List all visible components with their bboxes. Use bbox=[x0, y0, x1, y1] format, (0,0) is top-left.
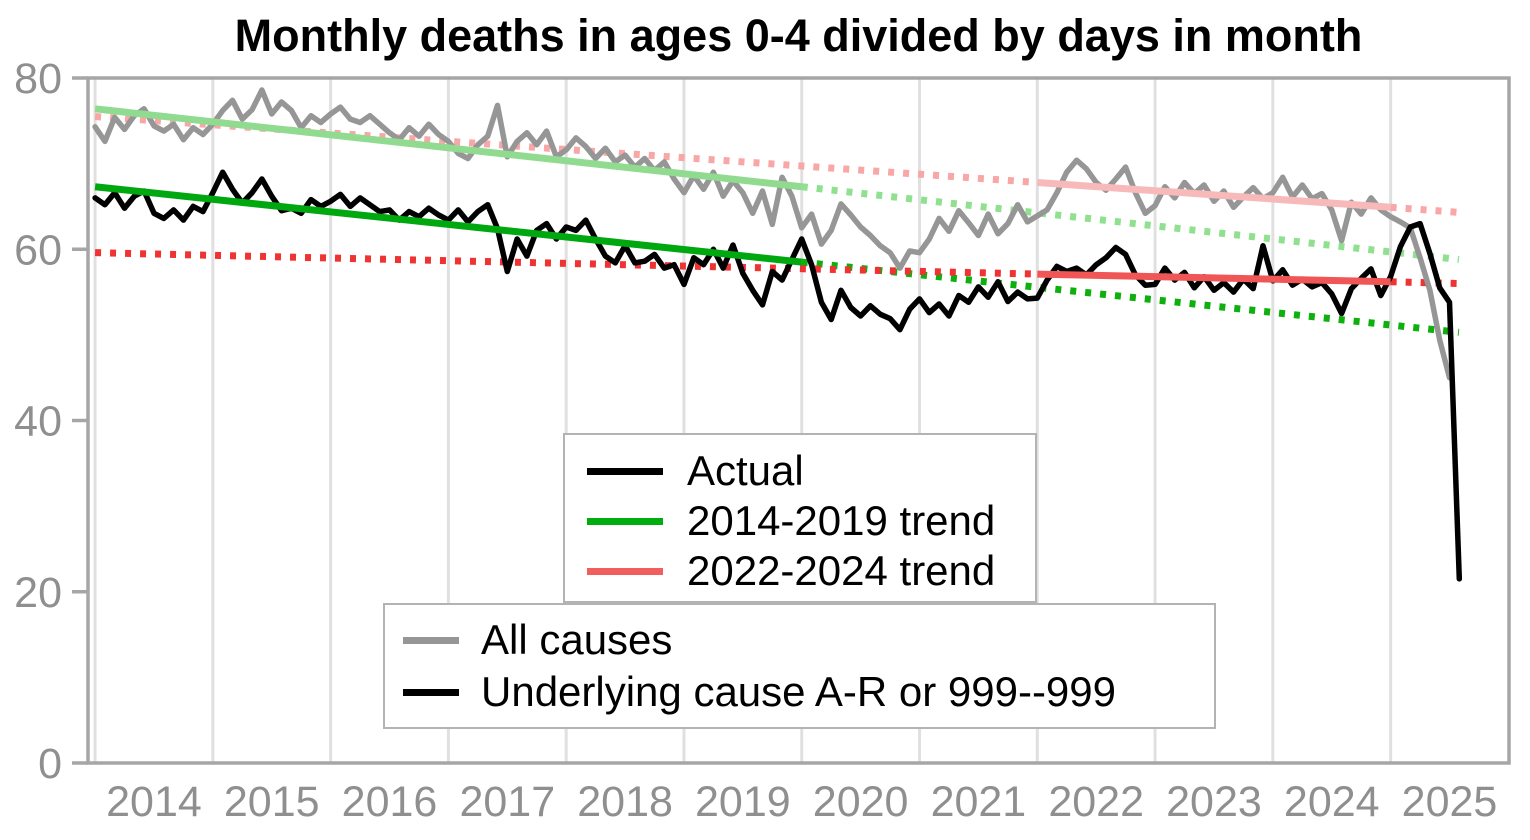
legend-label-trend-2022-2024: 2022-2024 trend bbox=[687, 547, 996, 594]
x-tick-label-2015: 2015 bbox=[224, 778, 320, 826]
y-tick-label-40: 40 bbox=[14, 398, 62, 446]
legend-label-trend-2014-2019: 2014-2019 trend bbox=[687, 497, 996, 544]
trend-2022-2024-line-swatch bbox=[587, 567, 663, 575]
legend-item-underlying-cause: Underlying cause A-R or 999--999 bbox=[385, 666, 1214, 718]
x-tick-label-2019: 2019 bbox=[695, 778, 791, 826]
y-tick-label-60: 60 bbox=[14, 226, 62, 274]
plot-border bbox=[86, 76, 1511, 765]
legend-label-actual: Actual bbox=[687, 447, 804, 494]
series-trend-all-2022-2024-extrapolation-seg1 bbox=[1390, 203, 1460, 216]
legend-label-underlying-cause: Underlying cause A-R or 999--999 bbox=[481, 668, 1117, 715]
legend-item-all-causes: All causes bbox=[385, 614, 1214, 666]
x-tick-label-2023: 2023 bbox=[1166, 778, 1262, 826]
legend-causes: All causes Underlying cause A-R or 999--… bbox=[383, 603, 1216, 729]
underlying-cause-line-swatch bbox=[403, 688, 459, 696]
legend-item-trend-2014-2019: 2014-2019 trend bbox=[565, 496, 1035, 546]
series-trend-all-2022-2024-seg0 bbox=[1037, 178, 1391, 211]
series-trend-underlying-2014-2019-seg0 bbox=[94, 183, 803, 266]
x-tick-label-2020: 2020 bbox=[813, 778, 909, 826]
x-tick-label-2025: 2025 bbox=[1402, 778, 1498, 826]
series-trend-underlying-2014-2019-extrapolation-seg0 bbox=[801, 258, 1460, 336]
actual-line-swatch bbox=[587, 467, 663, 475]
x-tick-label-2017: 2017 bbox=[459, 778, 555, 826]
x-tick-label-2024: 2024 bbox=[1284, 778, 1380, 826]
legend-item-actual: Actual bbox=[565, 446, 1035, 496]
legend-trends: Actual 2014-2019 trend 2022-2024 trend bbox=[563, 433, 1037, 603]
all-causes-line-swatch bbox=[403, 636, 459, 644]
x-tick-label-2022: 2022 bbox=[1048, 778, 1144, 826]
series-trend-all-2014-2019-extrapolation-seg0 bbox=[801, 183, 1460, 264]
series-trend-all-2014-2019-seg0 bbox=[94, 105, 803, 191]
x-tick-label-2014: 2014 bbox=[106, 778, 202, 826]
chart-title: Monthly deaths in ages 0-4 divided by da… bbox=[234, 10, 1363, 61]
x-tick-label-2021: 2021 bbox=[931, 778, 1027, 826]
series-trend-underlying-2022-2024-seg0 bbox=[1037, 270, 1391, 286]
x-tick-label-2018: 2018 bbox=[577, 778, 673, 826]
y-tick-label-80: 80 bbox=[14, 55, 62, 103]
series-all-causes bbox=[92, 87, 1453, 381]
legend-item-trend-2022-2024: 2022-2024 trend bbox=[565, 546, 1035, 596]
trend-2014-2019-line-swatch bbox=[587, 517, 663, 525]
series-underlying bbox=[92, 169, 1463, 582]
legend-label-all-causes: All causes bbox=[481, 616, 673, 663]
y-tick-label-0: 0 bbox=[38, 740, 62, 788]
y-tick-label-20: 20 bbox=[14, 569, 62, 617]
series-trend-underlying-2022-2024-extrapolation-seg0 bbox=[94, 249, 1038, 278]
x-tick-label-2016: 2016 bbox=[342, 778, 438, 826]
